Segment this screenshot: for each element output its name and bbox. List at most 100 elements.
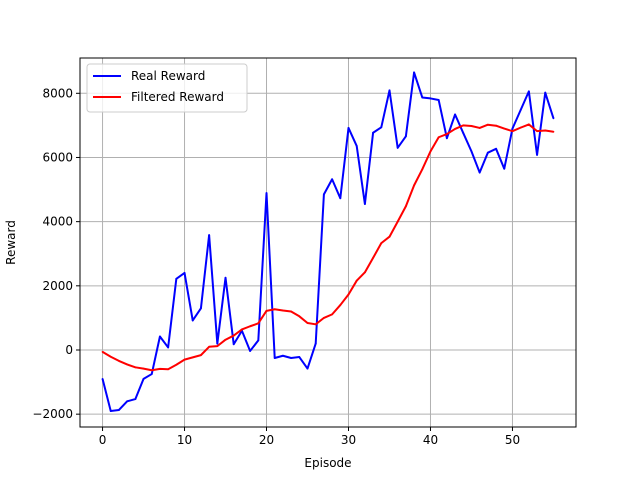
data-point-real-reward xyxy=(298,356,301,358)
data-point-filtered-reward xyxy=(495,124,497,127)
data-point-real-reward xyxy=(290,357,293,359)
data-point-real-reward xyxy=(109,410,112,412)
data-point-filtered-reward xyxy=(101,351,104,353)
y-tick-label: 4000 xyxy=(42,215,73,229)
data-point-real-reward xyxy=(454,113,456,116)
data-point-filtered-reward xyxy=(511,130,514,133)
data-point-real-reward xyxy=(347,127,350,129)
data-point-filtered-reward xyxy=(126,363,129,366)
data-point-filtered-reward xyxy=(159,368,161,370)
data-point-filtered-reward xyxy=(347,293,350,296)
data-point-filtered-reward xyxy=(404,205,407,208)
data-point-filtered-reward xyxy=(265,309,268,312)
legend: Real Reward Filtered Reward xyxy=(86,63,248,113)
data-point-real-reward xyxy=(134,398,137,400)
y-tick-label: 0 xyxy=(65,343,73,357)
legend-label-filtered-reward: Filtered Reward xyxy=(131,90,224,104)
data-point-real-reward xyxy=(527,90,530,93)
data-point-filtered-reward xyxy=(478,127,481,129)
plot-area xyxy=(80,58,576,427)
data-point-real-reward xyxy=(314,342,317,345)
data-point-filtered-reward xyxy=(372,257,374,259)
data-point-filtered-reward xyxy=(314,323,317,326)
data-point-filtered-reward xyxy=(437,136,440,139)
data-point-real-reward xyxy=(208,234,211,237)
data-point-real-reward xyxy=(372,131,374,134)
data-point-filtered-reward xyxy=(298,315,301,318)
data-point-filtered-reward xyxy=(150,369,153,372)
data-point-real-reward xyxy=(323,193,325,196)
data-point-real-reward xyxy=(265,192,268,194)
data-point-filtered-reward xyxy=(183,358,186,361)
y-axis-label: Reward xyxy=(4,220,18,265)
data-point-filtered-reward xyxy=(306,322,309,324)
data-point-real-reward xyxy=(437,99,440,101)
data-point-real-reward xyxy=(200,307,202,310)
data-point-real-reward xyxy=(339,197,342,200)
data-point-filtered-reward xyxy=(519,126,522,129)
data-point-filtered-reward xyxy=(552,130,555,133)
data-point-real-reward xyxy=(282,354,284,357)
data-point-real-reward xyxy=(150,373,153,375)
data-point-real-reward xyxy=(257,339,260,342)
data-point-real-reward xyxy=(486,151,489,154)
data-point-filtered-reward xyxy=(273,308,276,311)
data-point-filtered-reward xyxy=(462,124,465,127)
data-point-real-reward xyxy=(429,97,432,100)
y-tick-label: 2000 xyxy=(42,279,73,293)
data-point-real-reward xyxy=(478,171,481,174)
data-point-real-reward xyxy=(118,409,120,411)
data-point-filtered-reward xyxy=(396,220,399,223)
data-point-filtered-reward xyxy=(200,354,202,357)
data-point-filtered-reward xyxy=(429,150,432,153)
data-point-filtered-reward xyxy=(413,184,415,187)
x-tick-label: 0 xyxy=(99,433,107,447)
data-point-real-reward xyxy=(544,91,547,94)
data-point-filtered-reward xyxy=(191,356,194,359)
data-point-real-reward xyxy=(224,276,227,279)
data-point-real-reward xyxy=(191,319,194,322)
data-point-real-reward xyxy=(413,71,415,74)
data-point-real-reward xyxy=(552,117,555,120)
data-point-real-reward xyxy=(126,400,129,403)
data-point-filtered-reward xyxy=(503,127,506,130)
data-point-filtered-reward xyxy=(339,304,342,306)
data-point-filtered-reward xyxy=(527,123,530,126)
data-point-real-reward xyxy=(306,367,309,370)
y-tick-label: 6000 xyxy=(42,150,73,164)
data-point-real-reward xyxy=(273,357,276,359)
data-point-filtered-reward xyxy=(167,368,170,371)
data-point-filtered-reward xyxy=(544,129,547,132)
data-point-real-reward xyxy=(363,203,366,205)
data-point-filtered-reward xyxy=(331,313,333,316)
x-axis-label: Episode xyxy=(304,456,351,470)
series-line-filtered-reward xyxy=(102,123,554,372)
data-point-real-reward xyxy=(495,147,497,150)
data-point-filtered-reward xyxy=(224,338,227,341)
series-layer xyxy=(101,71,555,412)
data-point-real-reward xyxy=(249,350,252,352)
data-point-real-reward xyxy=(445,137,448,140)
data-point-filtered-reward xyxy=(421,168,424,171)
data-point-real-reward xyxy=(462,132,465,134)
data-point-real-reward xyxy=(355,145,358,147)
data-point-filtered-reward xyxy=(249,325,252,328)
data-point-filtered-reward xyxy=(323,317,325,319)
data-point-real-reward xyxy=(380,126,383,129)
x-tick-label: 40 xyxy=(423,433,438,447)
data-point-real-reward xyxy=(183,272,186,274)
data-point-real-reward xyxy=(404,135,407,138)
data-point-real-reward xyxy=(159,335,161,338)
data-point-filtered-reward xyxy=(142,367,145,370)
data-point-real-reward xyxy=(175,277,178,280)
ticks: 0 10 20 30 40 50 −2000 0 2000 4000 6000 8000 xyxy=(32,86,520,447)
data-point-real-reward xyxy=(388,89,391,92)
data-point-filtered-reward xyxy=(454,128,456,130)
plot-frame xyxy=(79,57,577,428)
data-point-real-reward xyxy=(503,167,506,170)
data-point-filtered-reward xyxy=(134,366,137,369)
data-point-real-reward xyxy=(396,146,399,149)
data-point-real-reward xyxy=(142,377,145,380)
data-point-filtered-reward xyxy=(536,130,538,133)
